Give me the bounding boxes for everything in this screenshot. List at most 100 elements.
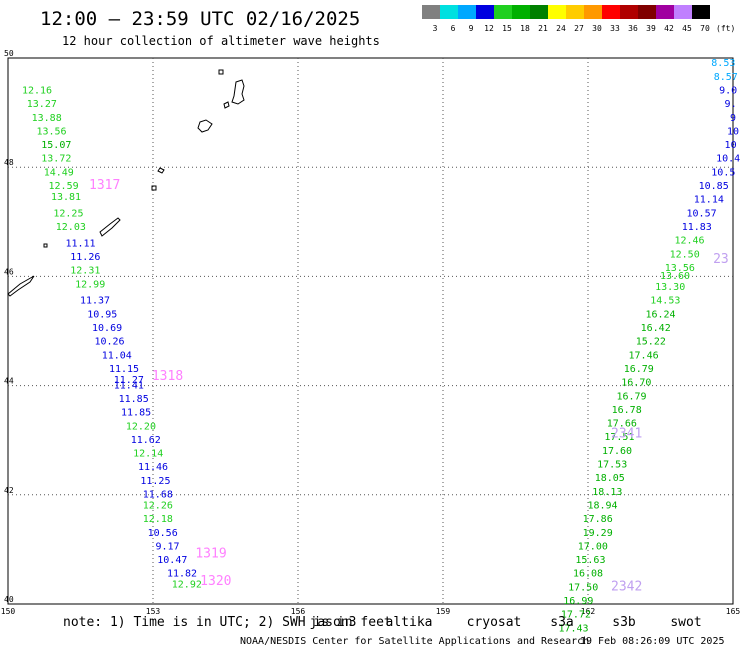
wave-height-label: 10.5 xyxy=(711,167,735,178)
colorbar-swatch-45 xyxy=(674,5,692,19)
wave-height-label: 13.56 xyxy=(665,263,695,274)
wave-height-label: 9. xyxy=(725,99,737,110)
wave-height-label: 8.53 xyxy=(711,58,735,69)
colorbar-label: 39 xyxy=(646,24,656,33)
plot-area: 150 153 156 159 162 165 40 42 44 46 48 50 12.16 13.27… xyxy=(1,49,740,634)
wave-height-label: 12.59 xyxy=(49,181,79,192)
y-tick-label: 42 xyxy=(4,486,14,495)
coastline-outline xyxy=(151,185,157,191)
colorbar-swatch-70 xyxy=(692,5,710,19)
wave-height-label: 17.50 xyxy=(568,582,598,593)
wave-height-label: 13.56 xyxy=(36,126,66,137)
wave-height-label: 13.88 xyxy=(32,113,62,124)
wave-height-label: 11.26 xyxy=(70,252,100,263)
wave-height-label: 14.53 xyxy=(650,296,680,307)
wave-height-label: 13.30 xyxy=(655,282,685,293)
wave-height-label: 13.81 xyxy=(51,192,81,203)
colorbar-label: 27 xyxy=(574,24,584,33)
track-id-label: 2341 xyxy=(611,426,642,441)
coastline-outline xyxy=(157,167,165,174)
colorbar-legend: 3 6 9 12 15 18 21 24 27 30 33 36 39 42 45 70 xyxy=(422,5,710,33)
wave-height-label: 17.86 xyxy=(583,514,613,525)
wave-height-label: 15.22 xyxy=(636,337,666,348)
y-tick-label: 44 xyxy=(4,377,14,386)
wave-height-label: 12.18 xyxy=(143,514,173,525)
chart-subtitle: 12 hour collection of altimeter wave hei… xyxy=(62,34,380,48)
wave-height-label: 11.27 xyxy=(114,375,144,386)
wave-height-label: 17.00 xyxy=(578,541,608,552)
colorbar-swatch-3 xyxy=(422,5,440,19)
footnote: note: 1) Time is in UTC; 2) SWH is in fe… xyxy=(63,615,392,630)
wave-height-label: 11.46 xyxy=(138,462,168,473)
wave-height-label: 17.60 xyxy=(602,446,632,457)
colorbar-swatch-30 xyxy=(584,5,602,19)
track-id-label: 1317 xyxy=(89,178,120,193)
colorbar-swatch-36 xyxy=(620,5,638,19)
x-tick-label: 153 xyxy=(146,607,161,616)
colorbar-label: 70 xyxy=(700,24,710,33)
wave-height-label: 14.49 xyxy=(44,167,74,178)
colorbar-label: 6 xyxy=(451,24,456,33)
wave-height-label: 10.4 xyxy=(716,154,740,165)
satellite-jason3: jason3 xyxy=(310,615,357,630)
wave-height-label: 10.95 xyxy=(87,309,117,320)
wave-height-label: 13.72 xyxy=(41,154,71,165)
wave-height-label: 17.51 xyxy=(604,432,634,443)
y-tick-label: 46 xyxy=(4,267,14,276)
colorbar-label: 45 xyxy=(682,24,692,33)
wave-height-label: 17.43 xyxy=(558,623,588,634)
colorbar-label: 33 xyxy=(610,24,620,33)
wave-height-label: 11.15 xyxy=(109,364,139,375)
wave-height-label: 12.16 xyxy=(22,85,52,96)
y-tick-label: 40 xyxy=(4,595,14,604)
wave-height-label: 12.20 xyxy=(126,421,156,432)
wave-height-label: 18.05 xyxy=(595,473,625,484)
colorbar-swatch-42 xyxy=(656,5,674,19)
colorbar-label: 21 xyxy=(538,24,548,33)
coastline-outline xyxy=(197,119,213,133)
wave-height-label: 19.29 xyxy=(583,528,613,539)
wave-height-label: 16.99 xyxy=(563,596,593,607)
wave-height-label: 16.79 xyxy=(624,364,654,375)
wave-height-label: 11.82 xyxy=(167,569,197,580)
wave-height-label: 17.53 xyxy=(597,460,627,471)
wave-height-label: 10 xyxy=(727,126,739,137)
wave-height-label: 18.94 xyxy=(587,500,617,511)
chart-title: 12:00 — 23:59 UTC 02/16/2025 xyxy=(40,8,360,30)
wave-height-label: 10.85 xyxy=(699,181,729,192)
wave-height-label: 10 xyxy=(725,140,737,151)
x-tick-label: 165 xyxy=(726,607,740,616)
wave-height-label: 16.70 xyxy=(621,378,651,389)
colorbar-swatch-39 xyxy=(638,5,656,19)
wave-height-label: 12.14 xyxy=(133,449,163,460)
wave-height-label: 16.24 xyxy=(645,309,675,320)
wave-height-label: 11.14 xyxy=(694,195,724,206)
satellite-legend: jason3 altika cryosat s3a s3b swot xyxy=(310,615,702,630)
colorbar-swatch-33 xyxy=(602,5,620,19)
track-id-label: 1319 xyxy=(195,547,226,562)
x-tick-label: 156 xyxy=(291,607,306,616)
coastline-outline xyxy=(99,217,121,237)
wave-height-label: 16.08 xyxy=(573,569,603,580)
colorbar-swatch-27 xyxy=(566,5,584,19)
coastline-outline xyxy=(43,243,48,248)
colorbar-label: 9 xyxy=(469,24,474,33)
wave-height-label: 11.85 xyxy=(119,394,149,405)
colorbar-swatch-21 xyxy=(530,5,548,19)
track-id-label: 23 xyxy=(713,252,729,267)
colorbar-swatch-15 xyxy=(494,5,512,19)
wave-height-label: 17.66 xyxy=(607,419,637,430)
satellite-swot: swot xyxy=(670,615,701,630)
colorbar-swatch-6 xyxy=(440,5,458,19)
colorbar-label: 30 xyxy=(592,24,602,33)
wave-height-label: 11.68 xyxy=(143,490,173,501)
wave-height-label: 11.37 xyxy=(80,296,110,307)
wave-height-label: 13.27 xyxy=(27,99,57,110)
satellite-s3a: s3a xyxy=(550,615,573,630)
wave-height-label: 16.79 xyxy=(616,391,646,402)
wave-height-label: 12.46 xyxy=(674,236,704,247)
wave-height-label: 18.13 xyxy=(592,487,622,498)
wave-height-label: 17.46 xyxy=(629,350,659,361)
track-id-label: 2342 xyxy=(611,579,642,594)
